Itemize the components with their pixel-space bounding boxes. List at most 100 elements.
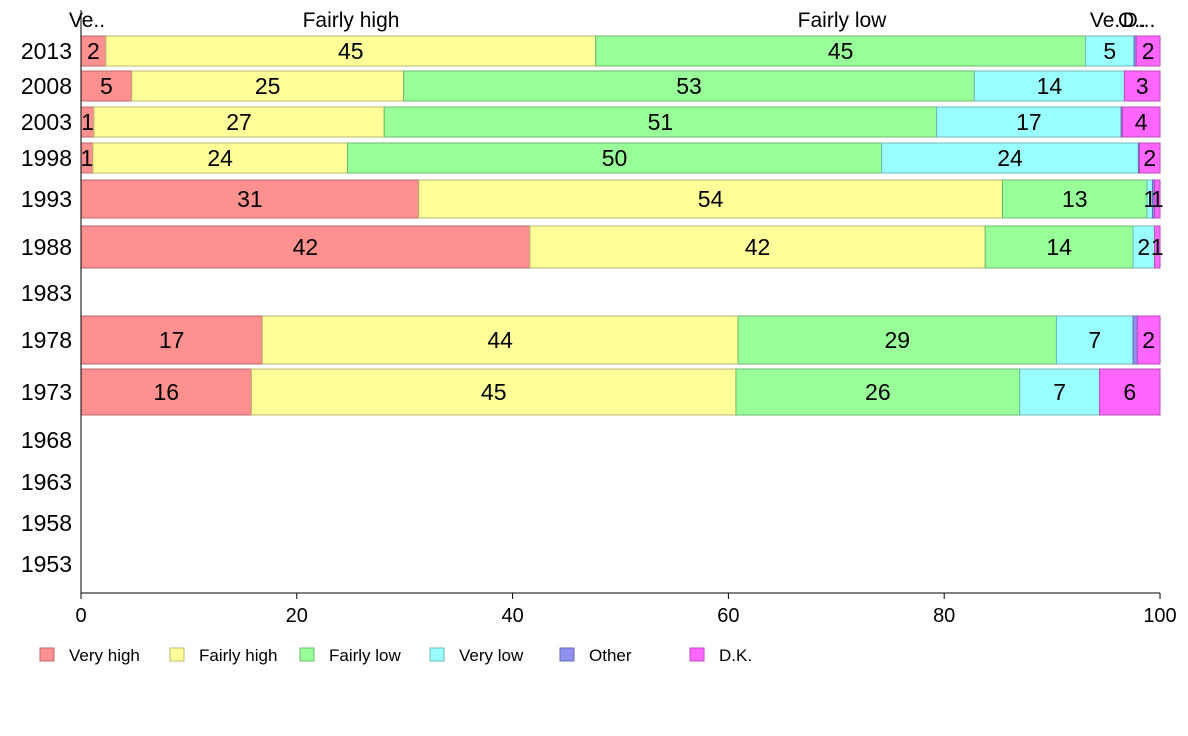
legend-swatch: [559, 647, 575, 662]
bar-segment: [383, 106, 938, 138]
data-label: 44: [487, 327, 513, 353]
top-label-1: Fairly high: [303, 9, 400, 32]
data-label: 14: [1037, 73, 1063, 99]
data-label: 2: [87, 38, 100, 64]
data-label: 31: [237, 186, 263, 212]
data-label: 7: [1088, 327, 1101, 353]
data-label: 51: [648, 109, 674, 135]
data-label: 54: [698, 186, 724, 212]
data-label: 45: [481, 379, 507, 405]
x-tick-label: 0: [75, 605, 86, 627]
legend-label: Fairly high: [199, 646, 277, 665]
y-tick-label: 2013: [21, 38, 72, 64]
data-label: 42: [745, 234, 771, 260]
y-tick-label: 1988: [21, 234, 72, 260]
bar-segment: [1121, 106, 1161, 138]
legend-swatch: [689, 647, 705, 662]
y-tick-label: 1968: [21, 427, 72, 453]
data-label: 2: [1137, 234, 1150, 260]
y-tick-label: 1993: [21, 186, 72, 212]
bar-segment: [1123, 70, 1161, 102]
data-label: 2: [1143, 145, 1156, 171]
data-label: 45: [338, 38, 364, 64]
data-label: 17: [1016, 109, 1042, 135]
top-label-2: Fairly low: [798, 9, 888, 32]
legend-swatch: [169, 647, 185, 662]
bar-segment: [92, 142, 349, 174]
data-label: 24: [997, 145, 1023, 171]
bar-segment: [403, 70, 975, 102]
legend-swatch: [429, 647, 445, 662]
data-label: 29: [884, 327, 910, 353]
bar-segment: [1132, 315, 1138, 365]
top-label-4: O..: [1118, 9, 1146, 32]
legend-swatch: [39, 647, 55, 662]
bar-segment: [595, 35, 1087, 67]
data-label: 45: [828, 38, 854, 64]
data-label: 26: [865, 379, 891, 405]
bar-segment: [80, 225, 531, 269]
bar-segment: [261, 315, 739, 365]
legend-label: Very low: [459, 646, 524, 665]
data-label: 5: [100, 73, 113, 99]
y-tick-label: 2008: [21, 73, 72, 99]
y-tick-label: 1998: [21, 145, 72, 171]
data-label: 27: [226, 109, 252, 135]
y-tick-label: 1978: [21, 327, 72, 353]
legend-label: Fairly low: [329, 646, 402, 665]
data-label: 3: [1136, 73, 1149, 99]
data-label: 25: [255, 73, 281, 99]
y-tick-label: 1953: [21, 551, 72, 577]
x-tick-label: 80: [933, 605, 955, 627]
bar-segment: [93, 106, 385, 138]
legend-label: Other: [589, 646, 632, 665]
data-label: 6: [1123, 379, 1136, 405]
bar-segment: [735, 368, 1021, 416]
legend-label: D.K.: [719, 646, 752, 665]
y-tick-label: 1958: [21, 510, 72, 536]
bar-segment: [1099, 368, 1161, 416]
bar-segment: [1154, 225, 1161, 269]
bar-segment: [881, 142, 1139, 174]
x-tick-label: 100: [1143, 605, 1176, 627]
top-label-0: Ve..: [69, 9, 105, 32]
bar-segment: [1019, 368, 1101, 416]
data-label: 2: [1142, 327, 1155, 353]
bar-segment: [1154, 179, 1161, 219]
data-label: 50: [602, 145, 628, 171]
bar-segment: [418, 179, 1003, 219]
data-label: 17: [159, 327, 185, 353]
bar-segment: [1138, 142, 1161, 174]
y-tick-label: 1983: [21, 280, 72, 306]
top-label-3: Ve..: [1090, 9, 1126, 32]
bar-segment: [984, 225, 1134, 269]
y-tick-label: 1963: [21, 469, 72, 495]
data-label: 1: [1151, 234, 1164, 260]
bar-segment: [131, 70, 405, 102]
data-label: 7: [1053, 379, 1066, 405]
top-label-5: D...: [1123, 9, 1156, 32]
data-label: 13: [1062, 186, 1088, 212]
data-label: 53: [676, 73, 702, 99]
x-tick-label: 40: [501, 605, 523, 627]
bar-segment: [936, 106, 1122, 138]
bar-segment: [1135, 35, 1161, 67]
data-label: 1: [81, 145, 94, 171]
bar-segment: [1136, 315, 1161, 365]
legend-swatch: [299, 647, 315, 662]
data-label: 24: [207, 145, 233, 171]
bar-segment: [529, 225, 986, 269]
bar-segment: [973, 70, 1125, 102]
y-tick-label: 1973: [21, 379, 72, 405]
data-label: 14: [1046, 234, 1072, 260]
bar-segment: [1085, 35, 1135, 67]
data-label: 1: [81, 109, 94, 135]
bar-segment: [80, 35, 107, 67]
x-tick-label: 60: [717, 605, 739, 627]
y-tick-label: 2003: [21, 109, 72, 135]
data-label: 2: [1142, 38, 1155, 64]
data-label: 42: [293, 234, 319, 260]
bar-segment: [347, 142, 883, 174]
x-tick-label: 20: [286, 605, 308, 627]
